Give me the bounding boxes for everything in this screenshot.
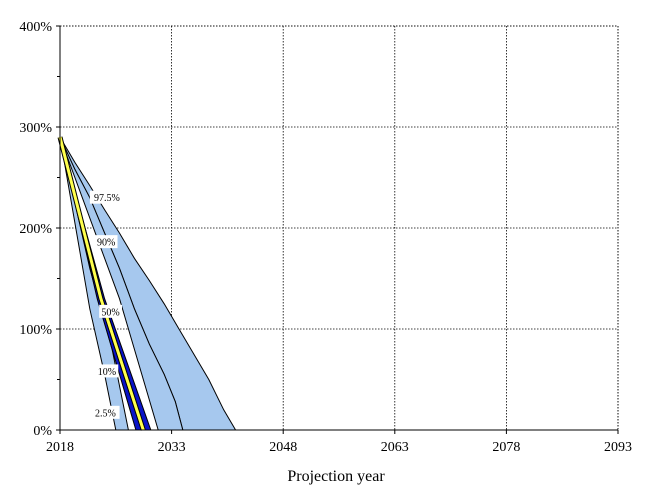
- percentile-label-box: [95, 364, 119, 378]
- percentile-label-box: [94, 235, 118, 249]
- percentile-label: 50%: [101, 307, 119, 318]
- bands: [57, 136, 237, 431]
- y-tick-label: 400%: [19, 20, 52, 35]
- x-axis-label: Projection year: [287, 468, 385, 485]
- percentile-labels: 97.5% 90% 50% 10% 2.5%: [89, 190, 124, 419]
- percentile-label: 2.5%: [95, 408, 116, 419]
- axes: 0% 100% 200% 300% 400% 2018 2033 2048 2063 2078 20…: [19, 20, 632, 455]
- y-tick-label: 300%: [19, 121, 52, 136]
- percentile-label: 10%: [98, 367, 116, 378]
- median-line: [58, 136, 145, 431]
- x-tick-label: 2033: [158, 440, 186, 455]
- x-tick-label: 2048: [269, 440, 297, 455]
- percentile-label-box: [91, 405, 120, 419]
- x-tick-label: 2078: [492, 440, 520, 455]
- y-tick-label: 200%: [19, 222, 52, 237]
- y-tick-label: 100%: [19, 323, 52, 338]
- x-tick-label: 2093: [604, 440, 632, 455]
- percentile-label-box: [99, 304, 122, 318]
- percentile-label: 90%: [97, 238, 115, 249]
- x-tick-label: 2018: [46, 440, 74, 455]
- percentile-label-box: [89, 190, 124, 204]
- percentile-label: 97.5%: [94, 193, 120, 204]
- y-tick-label: 0%: [33, 424, 52, 439]
- x-tick-label: 2063: [381, 440, 409, 455]
